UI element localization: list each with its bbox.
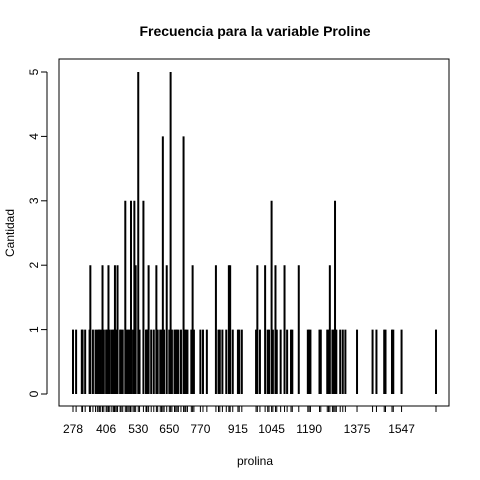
x-axis-label: prolina (237, 454, 273, 468)
x-axis: 278 406 530 650 770 915 1045 1190 1375 1547 (63, 406, 437, 436)
x-tick-label-0: 278 (63, 422, 83, 436)
x-tick-label-3: 650 (159, 422, 179, 436)
y-tick-label-4: 4 (27, 133, 41, 140)
y-axis-label: Cantidad (3, 209, 17, 257)
x-tick-label-4: 770 (190, 422, 210, 436)
x-tick-label-7: 1190 (296, 422, 322, 436)
y-axis: 0 1 2 3 4 5 (27, 68, 48, 397)
y-tick-label-5: 5 (27, 68, 41, 75)
chart-title: Frecuencia para la variable Proline (139, 23, 370, 39)
plot-frame (58, 58, 450, 407)
x-tick-label-2: 530 (128, 422, 148, 436)
y-tick-label-0: 0 (27, 390, 41, 397)
x-tick-label-5: 915 (228, 422, 248, 436)
x-tick-label-8: 1375 (344, 422, 371, 436)
x-tick-label-1: 406 (96, 422, 116, 436)
x-tick-label-9: 1547 (388, 422, 415, 436)
y-tick-label-2: 2 (27, 262, 41, 269)
bars (72, 72, 437, 394)
y-tick-label-3: 3 (27, 197, 41, 204)
y-tick-label-1: 1 (27, 326, 41, 333)
x-tick-label-6: 1045 (258, 422, 285, 436)
